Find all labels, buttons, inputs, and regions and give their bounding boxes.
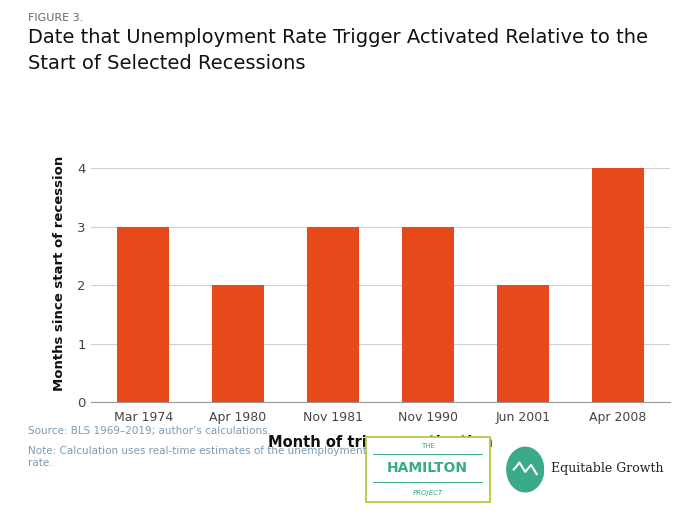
Text: HAMILTON: HAMILTON xyxy=(387,461,468,475)
Text: Source: BLS 1969–2019; author’s calculations.: Source: BLS 1969–2019; author’s calculat… xyxy=(28,426,271,436)
Bar xyxy=(497,285,549,402)
Text: Equitable Growth: Equitable Growth xyxy=(551,461,664,475)
Text: Start of Selected Recessions: Start of Selected Recessions xyxy=(28,54,306,73)
Bar xyxy=(402,227,454,402)
Circle shape xyxy=(507,447,544,492)
Text: PROJECT: PROJECT xyxy=(413,490,443,496)
Text: THE: THE xyxy=(421,443,434,449)
Text: Note: Calculation uses real-time estimates of the unemployment
rate.: Note: Calculation uses real-time estimat… xyxy=(28,446,366,468)
Text: FIGURE 3.: FIGURE 3. xyxy=(28,13,83,23)
FancyBboxPatch shape xyxy=(366,437,489,502)
Bar xyxy=(591,168,644,402)
Text: Date that Unemployment Rate Trigger Activated Relative to the: Date that Unemployment Rate Trigger Acti… xyxy=(28,28,648,47)
X-axis label: Month of trigger activation: Month of trigger activation xyxy=(268,435,493,450)
Bar xyxy=(212,285,264,402)
Bar xyxy=(117,227,170,402)
Y-axis label: Months since start of recession: Months since start of recession xyxy=(53,156,66,391)
Bar xyxy=(307,227,359,402)
